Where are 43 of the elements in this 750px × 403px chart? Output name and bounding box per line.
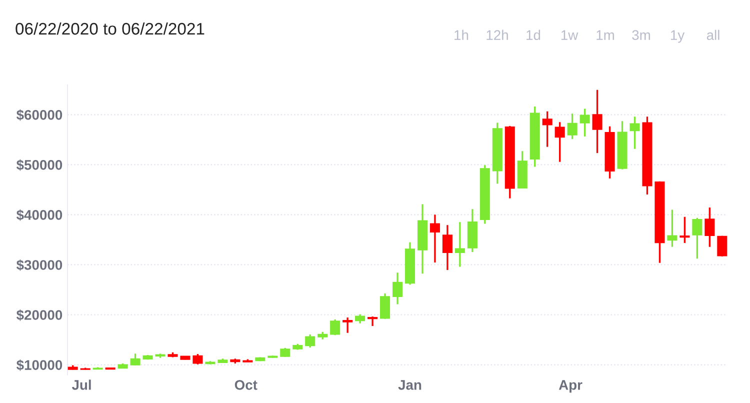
candlestick bbox=[442, 224, 452, 271]
candlestick bbox=[680, 216, 690, 244]
y-tick-label: $40000 bbox=[16, 209, 62, 221]
y-tick-label: $50000 bbox=[16, 159, 62, 171]
chart-title: 06/22/2020 to 06/22/2021 bbox=[16, 22, 204, 35]
candlestick bbox=[192, 353, 203, 366]
text: 1y bbox=[670, 30, 685, 43]
candlestick bbox=[630, 116, 640, 150]
candlestick bbox=[330, 318, 340, 336]
candlestick bbox=[368, 316, 378, 327]
candlestick bbox=[305, 334, 316, 348]
candlestick bbox=[567, 112, 578, 140]
candlestick bbox=[342, 316, 353, 334]
y-tick-label: $10000 bbox=[16, 360, 62, 371]
text: 1m bbox=[596, 30, 614, 40]
candlestick bbox=[392, 272, 403, 306]
text: all bbox=[706, 30, 720, 40]
candlestick bbox=[542, 110, 552, 148]
candlestick bbox=[667, 208, 678, 248]
y-tick-label: $60000 bbox=[16, 109, 62, 121]
candlestick bbox=[717, 234, 728, 258]
candlestick bbox=[280, 346, 290, 358]
x-tick-label: Jul bbox=[72, 380, 91, 390]
candlestick bbox=[355, 313, 366, 324]
text: 1d bbox=[526, 30, 540, 40]
candlestick bbox=[704, 206, 715, 248]
y-tick-label: $20000 bbox=[16, 309, 62, 321]
x-tick-label: Jan bbox=[398, 380, 422, 390]
text: 1w bbox=[561, 30, 578, 40]
candlestick bbox=[380, 292, 390, 320]
text: 12h bbox=[486, 30, 508, 40]
candlestick bbox=[692, 217, 702, 260]
x-tick-label: Oct bbox=[234, 380, 258, 390]
text: 3m bbox=[632, 30, 650, 40]
candlestick bbox=[454, 221, 465, 268]
candlestick bbox=[554, 121, 565, 163]
candlestick bbox=[430, 214, 440, 264]
x-tick-label: Apr bbox=[558, 380, 582, 393]
candlestick bbox=[130, 352, 140, 366]
text: 1h bbox=[454, 30, 468, 40]
candlestick bbox=[580, 108, 590, 138]
y-tick-label: $30000 bbox=[16, 259, 62, 271]
candlestick bbox=[592, 89, 602, 154]
